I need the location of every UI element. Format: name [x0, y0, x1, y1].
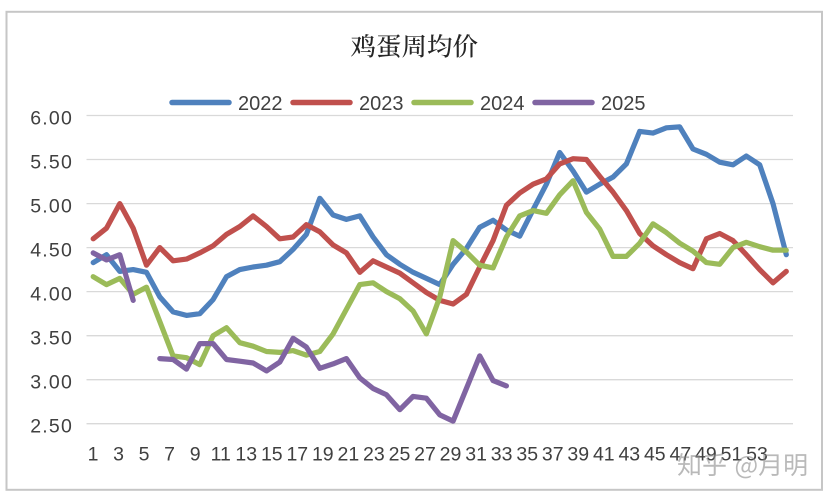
svg-text:37: 37: [542, 444, 564, 466]
svg-text:9: 9: [190, 444, 201, 466]
svg-text:23: 23: [363, 444, 385, 466]
svg-text:3.50: 3.50: [30, 328, 73, 350]
svg-text:25: 25: [389, 444, 411, 466]
svg-text:4.50: 4.50: [30, 240, 73, 262]
svg-text:43: 43: [618, 444, 640, 466]
svg-text:11: 11: [211, 444, 231, 466]
svg-text:5.00: 5.00: [30, 196, 73, 218]
svg-text:45: 45: [644, 444, 666, 466]
svg-text:21: 21: [338, 444, 360, 466]
svg-text:4.00: 4.00: [30, 284, 73, 306]
svg-text:6.00: 6.00: [30, 108, 73, 130]
svg-text:13: 13: [235, 444, 257, 466]
svg-text:47: 47: [670, 444, 692, 466]
svg-text:2025: 2025: [601, 93, 646, 115]
svg-text:53: 53: [746, 444, 768, 466]
svg-text:3.00: 3.00: [30, 372, 73, 394]
svg-text:1: 1: [88, 444, 99, 466]
svg-text:35: 35: [516, 444, 538, 466]
svg-text:2024: 2024: [480, 93, 525, 115]
svg-text:15: 15: [261, 444, 283, 466]
svg-text:27: 27: [414, 444, 436, 466]
svg-text:2.50: 2.50: [30, 416, 73, 438]
svg-text:31: 31: [465, 444, 487, 466]
svg-text:49: 49: [695, 444, 717, 466]
svg-text:5.50: 5.50: [30, 152, 73, 174]
svg-text:2023: 2023: [359, 93, 404, 115]
svg-text:41: 41: [593, 444, 615, 466]
svg-text:5: 5: [139, 444, 150, 466]
svg-text:2022: 2022: [238, 93, 283, 115]
svg-text:51: 51: [721, 444, 743, 466]
svg-text:29: 29: [440, 444, 462, 466]
svg-text:19: 19: [312, 444, 334, 466]
svg-text:33: 33: [491, 444, 513, 466]
svg-text:39: 39: [567, 444, 589, 466]
svg-text:7: 7: [164, 444, 175, 466]
svg-text:3: 3: [113, 444, 124, 466]
svg-text:17: 17: [286, 444, 308, 466]
